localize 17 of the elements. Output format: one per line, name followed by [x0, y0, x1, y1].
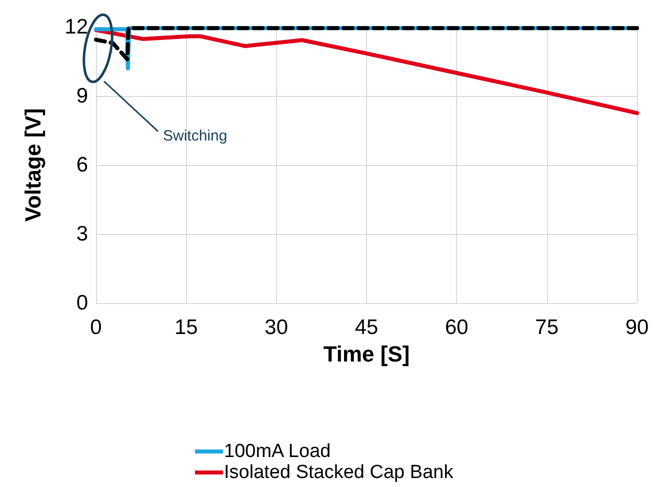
- y-axis-title: Voltage [V]: [20, 108, 46, 222]
- legend-label: Isolated Stacked Cap Bank: [224, 462, 454, 483]
- x-tick-label: 75: [535, 316, 559, 339]
- y-tick-label: 6: [76, 154, 88, 176]
- x-tick-label: 30: [264, 316, 288, 339]
- x-tick-label: 45: [354, 316, 378, 339]
- x-tick-label: 90: [625, 316, 649, 339]
- legend-label: 100mA Load: [224, 441, 331, 462]
- x-tick-label: 15: [174, 316, 198, 339]
- y-tick-label: 9: [76, 84, 88, 108]
- x-tick-label: 60: [444, 316, 468, 339]
- x-axis-title: Time [S]: [323, 341, 410, 366]
- annotation: Switching: [163, 127, 228, 144]
- y-tick-label: 12: [64, 16, 88, 38]
- y-tick-label: 3: [76, 222, 88, 246]
- y-tick-label: 0: [76, 292, 88, 314]
- x-tick-label: 0: [90, 316, 102, 339]
